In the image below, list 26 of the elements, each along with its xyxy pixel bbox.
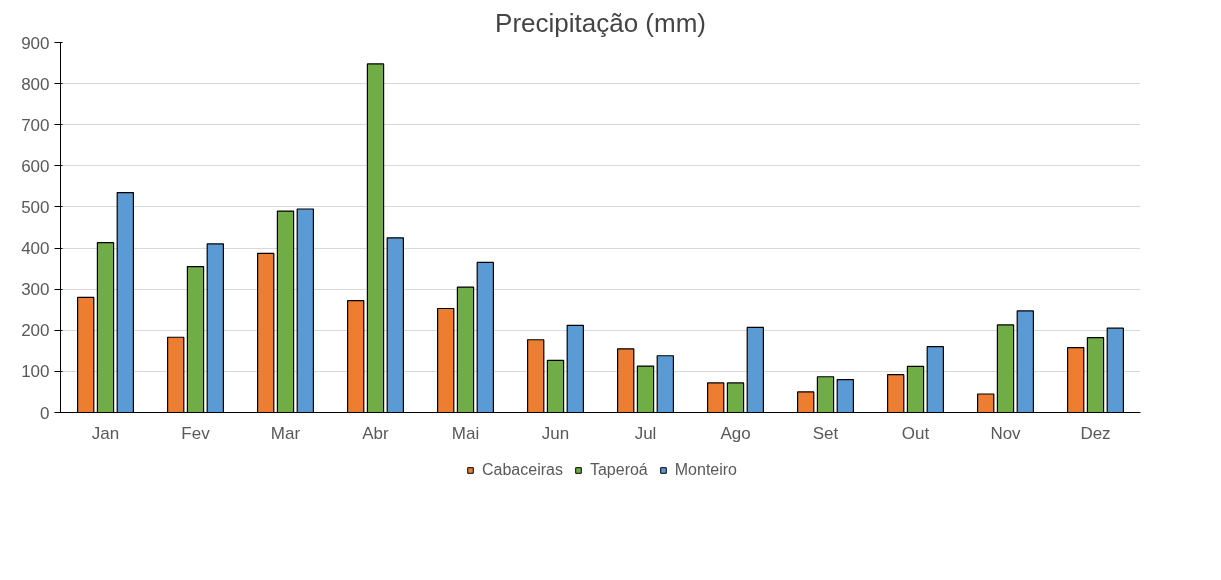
x-tick-label: Dez: [1080, 423, 1111, 443]
x-tick-label: Ago: [720, 423, 751, 443]
x-tick-label: Jan: [91, 423, 120, 443]
legend-label: Monteiro: [674, 461, 738, 479]
y-tick-label: 600: [21, 156, 50, 176]
x-tick-label: Nov: [990, 423, 1022, 443]
legend-label: Taperoá: [589, 461, 648, 479]
x-tick-label: Fev: [181, 423, 211, 443]
y-tick-label: 100: [21, 362, 50, 382]
chart-title: Precipitação (mm): [495, 7, 706, 38]
y-tick-label: 700: [21, 115, 50, 135]
y-tick-label: 300: [21, 280, 50, 300]
y-tick-label: 0: [40, 403, 50, 423]
legend-label: Cabaceiras: [481, 461, 563, 479]
x-tick-label: Set: [812, 423, 839, 443]
y-tick-label: 400: [21, 239, 50, 259]
x-tick-label: Mar: [270, 423, 301, 443]
y-tick-label: 900: [21, 33, 50, 53]
x-tick-label: Jun: [541, 423, 570, 443]
y-tick-label: 200: [21, 321, 50, 341]
y-tick-label: 800: [21, 74, 50, 94]
x-tick-label: Jul: [634, 423, 657, 443]
x-tick-label: Abr: [362, 423, 390, 443]
y-tick-label: 500: [21, 197, 50, 217]
x-tick-label: Out: [901, 423, 930, 443]
x-tick-label: Mai: [451, 423, 480, 443]
